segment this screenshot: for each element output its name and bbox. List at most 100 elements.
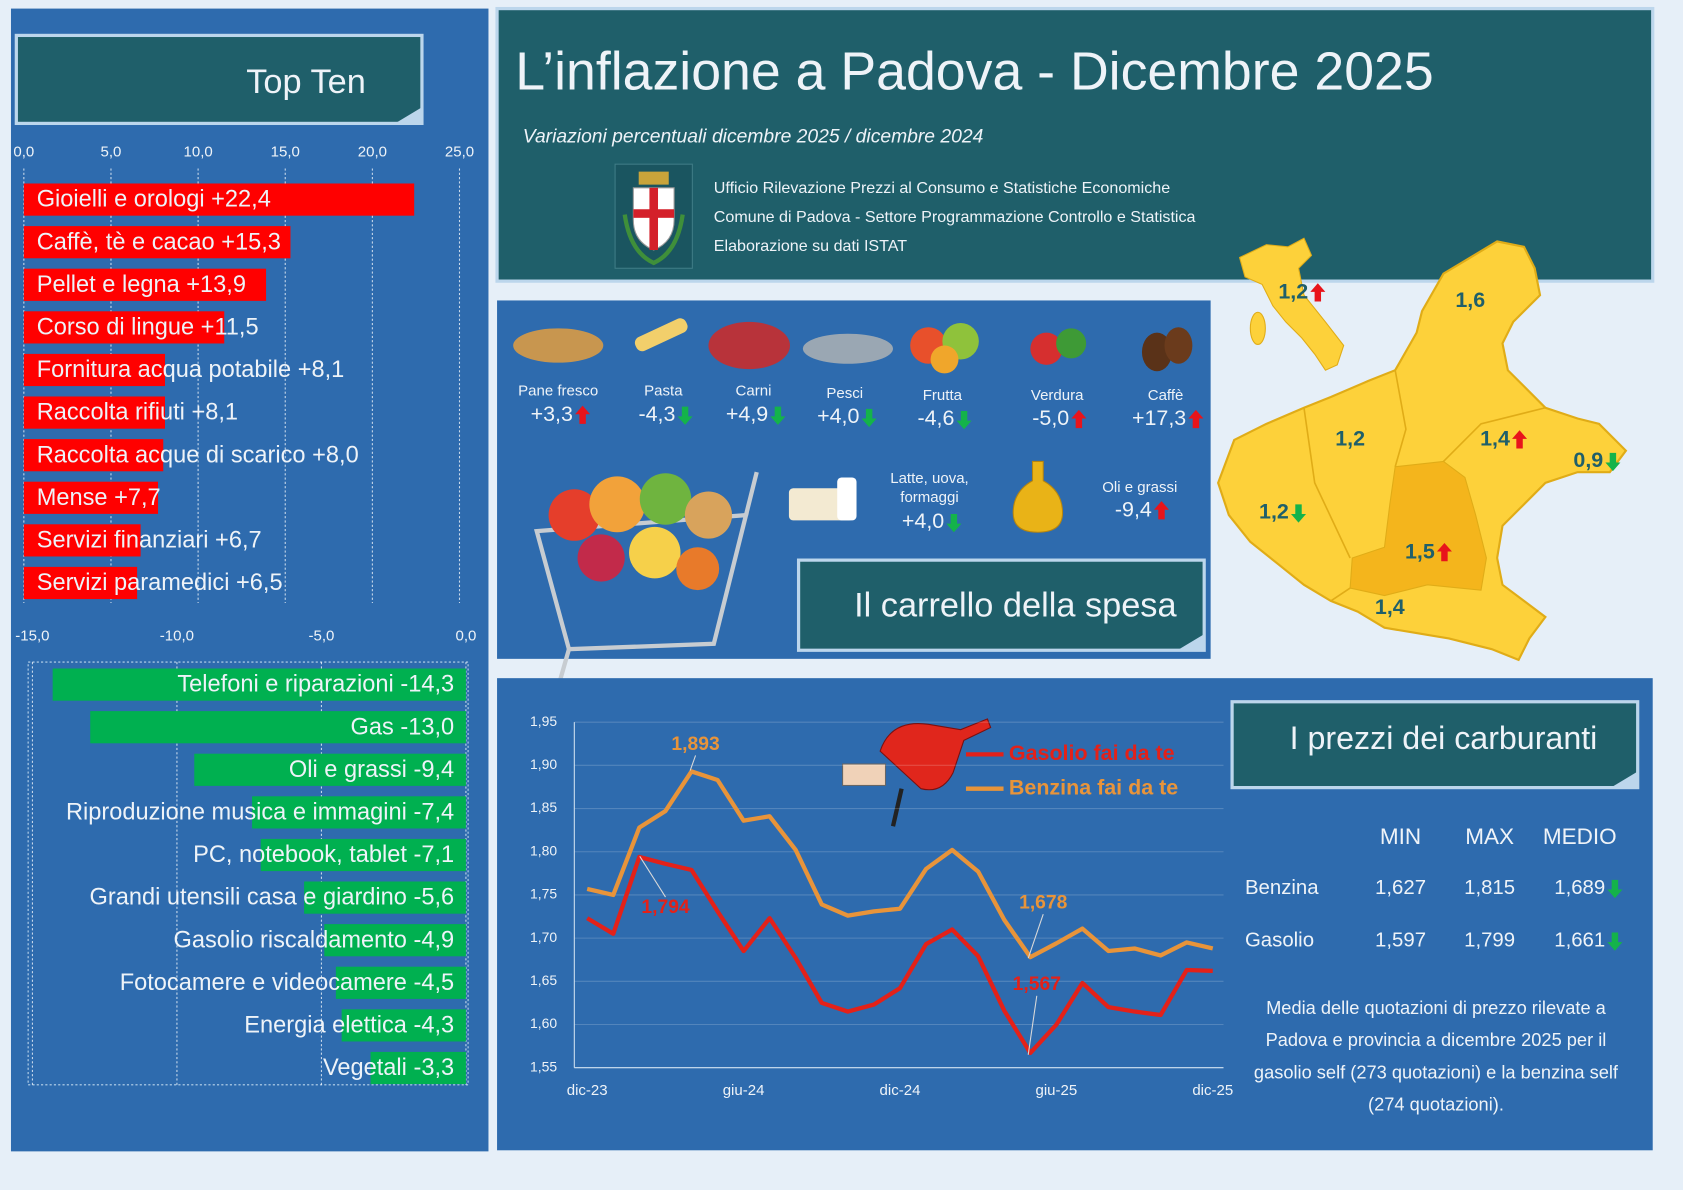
arrow-down [1290, 504, 1307, 523]
annotation: 1,893 [671, 734, 720, 755]
table-cell: 1,597 [1375, 929, 1426, 951]
bar [341, 1009, 466, 1042]
office-line: Ufficio Rilevazione Prezzi al Consumo e … [714, 179, 1170, 197]
pasta-icon [634, 318, 688, 352]
office-line: Elaborazione su dati ISTAT [714, 237, 908, 255]
line-series [586, 769, 1214, 960]
bar-label: Corso di lingue +11,5 [37, 315, 259, 341]
arrow-down [861, 408, 877, 428]
bar-label: Telefoni e riparazioni -14,3 [177, 672, 454, 698]
value-label: -7,1 [413, 842, 454, 868]
fuel-note-box: Media delle quotazioni di prezzo rilevat… [1253, 997, 1618, 1115]
category-label: Telefoni e riparazioni [177, 672, 393, 698]
value-label: +6,7 [215, 528, 262, 554]
bar-label: Riproduzione musica e immagini -7,4 [66, 800, 454, 826]
x-tick-label: giu-25 [1036, 1082, 1078, 1099]
x-tick-label: 10,0 [183, 143, 212, 160]
x-tick-label: 0,0 [13, 143, 34, 160]
x-tick-label: 15,0 [271, 143, 300, 160]
bar-label: Energia elettica -4,3 [244, 1013, 454, 1039]
category-label: Gioielli e orologi [37, 187, 205, 213]
table-row-name: Gasolio [1245, 929, 1314, 951]
chart-frame [27, 661, 469, 1086]
cart-item-value: +17,3 [1132, 406, 1186, 430]
cart-food [676, 547, 720, 591]
value-label: +11,5 [201, 315, 259, 341]
fruit-icon [930, 345, 959, 374]
arrow-down [946, 513, 962, 533]
cart-item-name: Frutta [923, 387, 963, 404]
value-label: +15,3 [221, 229, 281, 255]
category-label: Mense [37, 485, 108, 511]
table-header: MAX [1465, 824, 1514, 849]
category-label: Riproduzione musica e immagini [66, 800, 407, 826]
cart-title-box [796, 558, 1206, 652]
value-label: +8,0 [312, 442, 359, 468]
bar [252, 796, 466, 829]
food-icons [513, 318, 1193, 533]
cart-item-name: Caffè [1148, 387, 1184, 404]
value-label: -3,3 [413, 1055, 454, 1081]
box-curl [395, 107, 422, 124]
cart-item-value: +3,3 [531, 402, 573, 426]
bar [23, 183, 415, 216]
coat-of-arms [614, 163, 693, 269]
category-label: Servizi paramedici [37, 570, 230, 596]
x-tick-label: 25,0 [445, 143, 474, 160]
x-tick-label: dic-25 [1192, 1082, 1233, 1099]
category-label: Grandi utensili casa e giardino [90, 885, 407, 911]
value-label: -7,4 [413, 800, 454, 826]
cart-item-name-box: Latte, uova, formaggi [890, 469, 969, 505]
cart-item-name: Oli e grassi [1102, 479, 1177, 496]
map-label: 1,5 [1405, 539, 1435, 563]
cart-food [577, 534, 625, 582]
table-cell: 1,689 [1554, 877, 1605, 899]
arrow-down [1607, 932, 1623, 951]
bread-icon [513, 328, 604, 363]
value-label: +22,4 [211, 187, 271, 213]
category-label: Fornitura acqua potabile [37, 357, 291, 383]
bar [23, 396, 165, 429]
bar [370, 1051, 466, 1085]
cart-item-value: -5,0 [1032, 406, 1069, 430]
cart-item-value: +4,9 [726, 402, 768, 426]
category-label: Raccolta acque di scarico [37, 442, 306, 468]
annotation-leader [1027, 914, 1044, 959]
category-label: Corso di lingue [37, 315, 194, 341]
bar [23, 311, 225, 344]
top-ten-box [14, 33, 424, 126]
fuel-note: Media delle quotazioni di prezzo rilevat… [1253, 997, 1618, 1115]
x-tick-label: 20,0 [358, 143, 387, 160]
cart-item-value: +4,0 [817, 404, 859, 428]
cart-item-value: +4,0 [902, 509, 944, 533]
annotation-leader [1027, 995, 1038, 1055]
value-label: +13,9 [186, 272, 246, 298]
cart-item-value: -9,4 [1115, 497, 1152, 521]
arrow-up [1436, 542, 1452, 562]
bar [23, 566, 138, 600]
arrow-up [1310, 283, 1326, 302]
category-label: Gasolio riscaldamento [173, 928, 406, 954]
y-tick-label: 1,65 [530, 972, 557, 988]
bar-label: Servizi finanziari +6,7 [37, 528, 262, 554]
cart-food [589, 476, 646, 533]
x-tick-label: 5,0 [101, 143, 122, 160]
value-label: +6,5 [236, 570, 283, 596]
cart-item-name: Carni [736, 383, 772, 400]
bar [194, 753, 466, 786]
map-label: 0,9 [1573, 448, 1603, 472]
category-label: Vegetali [323, 1055, 407, 1081]
top-ten-title: Top Ten [246, 63, 366, 101]
value-label: -14,3 [400, 672, 454, 698]
veneto-shape [1216, 240, 1628, 662]
table-row-name: Benzina [1245, 877, 1319, 899]
category-label: Servizi finanziari [37, 528, 209, 554]
oil-icon [1012, 460, 1064, 533]
bar [23, 481, 159, 514]
cart-food [629, 526, 681, 579]
x-tick-label: dic-24 [880, 1082, 921, 1099]
value-label: -5,6 [413, 885, 454, 911]
annotation: 1,794 [641, 897, 690, 918]
legend-label: Gasolio fai da te [1009, 741, 1175, 765]
